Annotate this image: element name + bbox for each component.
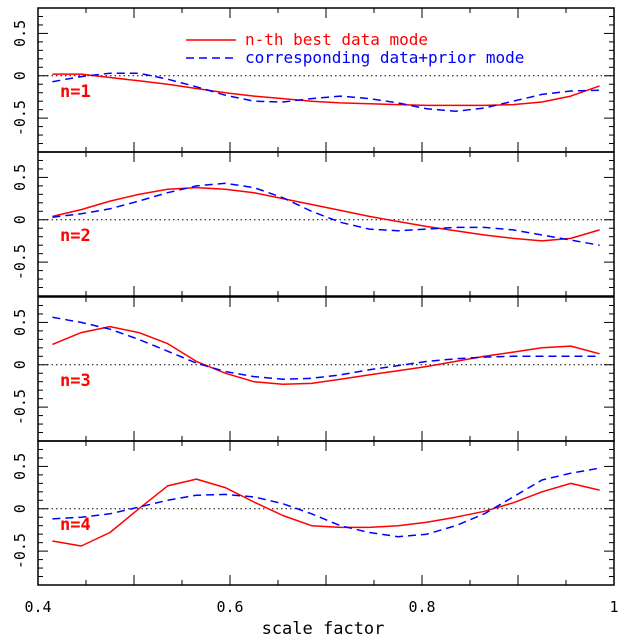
x-tick-label: 0.8 <box>408 598 435 616</box>
series-line-data-mode <box>52 325 600 385</box>
series-line-prior-mode <box>52 467 600 538</box>
y-tick-label: -0.5 <box>11 100 29 136</box>
y-tick-label: -0.5 <box>11 533 29 569</box>
y-tick-label: -0.5 <box>11 244 29 280</box>
series-line-prior-mode <box>52 72 600 113</box>
series-line-data-mode <box>52 73 600 107</box>
y-tick-label: -0.5 <box>11 389 29 425</box>
x-tick-label: 1 <box>609 598 618 616</box>
legend-label-data-mode: n-th best data mode <box>245 30 428 49</box>
panel-4: 0.5 0 -0.5 n=4 <box>11 440 615 586</box>
x-tick-label: 0.6 <box>216 598 243 616</box>
panel-label: n=1 <box>60 82 91 102</box>
y-tick-label: 0 <box>11 215 29 224</box>
y-tick-label: 0.5 <box>11 20 29 47</box>
panel-3: 0.5 0 -0.5 n=3 <box>11 296 615 442</box>
panel-frame <box>37 440 615 586</box>
panel-label: n=4 <box>60 515 91 535</box>
y-tick-label: 0 <box>11 71 29 80</box>
panel-2: 0.5 0 -0.5 n=2 <box>11 151 615 297</box>
y-tick-label: 0.5 <box>11 164 29 191</box>
legend-label-prior-mode: corresponding data+prior mode <box>245 48 524 67</box>
y-tick-label: 0.5 <box>11 309 29 336</box>
x-axis: 0.4 0.6 0.8 1 <box>24 598 618 616</box>
y-tick-label: 0 <box>11 360 29 369</box>
y-tick-label: 0 <box>11 504 29 513</box>
series-line-prior-mode <box>52 316 600 380</box>
panel-frame <box>37 151 615 297</box>
x-axis-label: scale factor <box>262 619 385 639</box>
panels-layer: 0.5 0 -0.5 n=1 0.5 0 -0.5 n=2 0.5 0 -0.5 n=3 0.5 0 -0.… <box>11 7 615 586</box>
series-line-data-mode <box>52 478 600 547</box>
panel-frame <box>37 296 615 442</box>
panel-label: n=3 <box>60 371 91 391</box>
series-line-data-mode <box>52 186 600 242</box>
x-tick-label: 0.4 <box>24 598 51 616</box>
series-line-prior-mode <box>52 182 600 246</box>
y-tick-label: 0.5 <box>11 453 29 480</box>
panel-label: n=2 <box>60 226 91 246</box>
